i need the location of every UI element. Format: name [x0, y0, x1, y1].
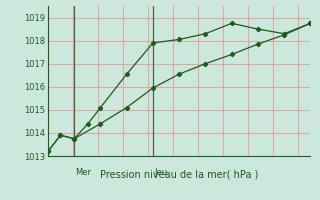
Text: Jeu: Jeu: [154, 168, 167, 177]
X-axis label: Pression niveau de la mer( hPa ): Pression niveau de la mer( hPa ): [100, 170, 258, 180]
Text: Mer: Mer: [76, 168, 92, 177]
